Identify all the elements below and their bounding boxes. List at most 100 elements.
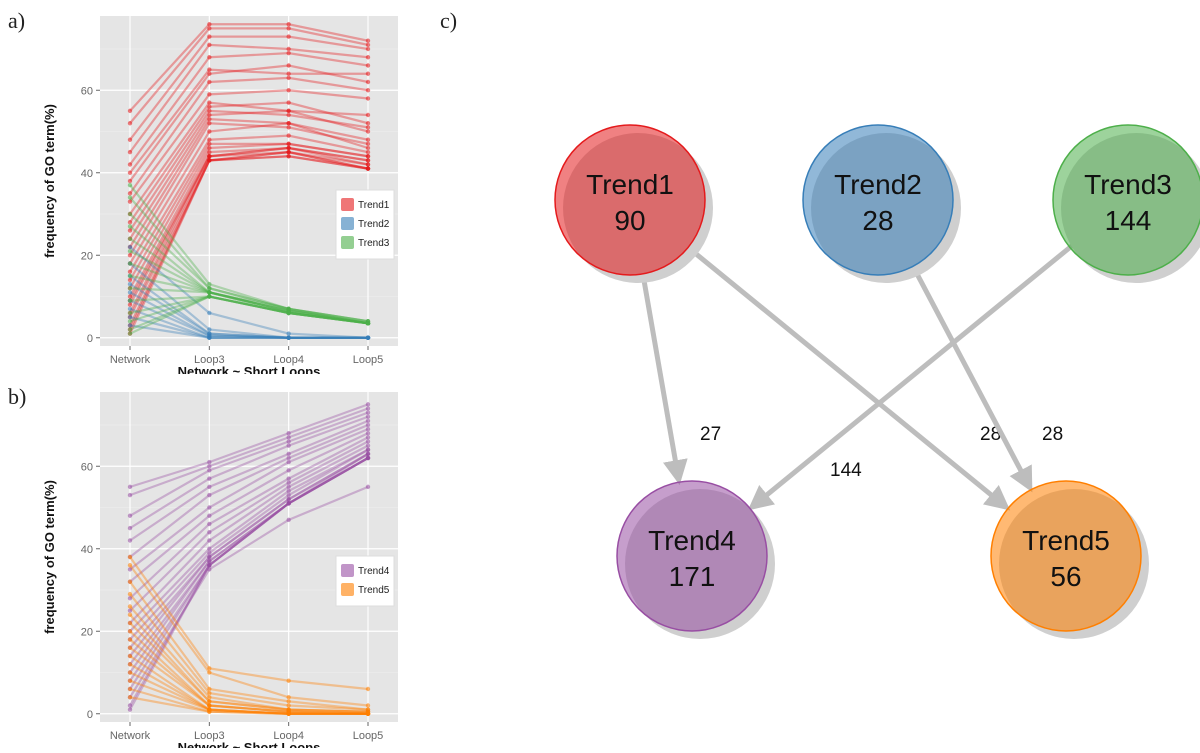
series-line-trend4: [129, 423, 369, 558]
network-diagram: 27 28 28 144 Trend1 90 Trend2 28 Trend3 144 Trend…: [520, 100, 1200, 640]
data-point-trend5: [127, 653, 133, 659]
data-point-trend1: [286, 108, 291, 114]
data-point-trend4: [207, 521, 212, 527]
x-tick-label: Loop3: [194, 354, 225, 366]
data-point-trend2: [127, 323, 133, 328]
data-point-trend5: [207, 703, 212, 708]
data-point-trend1: [286, 154, 291, 159]
data-point-trend1: [127, 220, 133, 225]
series-line-trend1: [129, 151, 369, 326]
node-name: Trend3: [1084, 169, 1172, 200]
series-line-trend4: [129, 411, 369, 517]
data-point-trend1: [365, 112, 371, 118]
data-point-trend1: [365, 55, 371, 60]
data-point-trend3: [286, 310, 291, 316]
series-line-trend5: [129, 646, 369, 715]
series-line-trend1: [129, 151, 369, 318]
data-point-trend5: [207, 695, 212, 700]
data-point-trend1: [286, 133, 291, 138]
data-point-trend5: [207, 666, 212, 671]
series-line-trend3: [129, 184, 369, 323]
edge-label: 27: [700, 424, 721, 445]
series-line-trend5: [129, 622, 369, 713]
data-point-trend4: [286, 431, 291, 436]
series-line-trend5: [129, 614, 369, 713]
plot-background: [100, 16, 398, 346]
data-point-trend4: [207, 554, 212, 560]
data-point-trend5: [207, 709, 212, 714]
data-point-trend5: [365, 703, 371, 708]
data-point-trend1: [207, 42, 212, 48]
series-line-trend4: [129, 457, 369, 707]
legend-label-trend2: Trend2: [358, 219, 390, 230]
y-tick-label: 0: [87, 709, 93, 721]
legend-swatch-trend2: [341, 217, 354, 230]
data-point-trend4: [207, 484, 212, 490]
series-line-trend4: [129, 457, 369, 682]
series-line-trend1: [129, 89, 369, 203]
data-point-trend1: [286, 63, 291, 68]
data-point-trend3: [207, 294, 212, 299]
data-point-trend4: [207, 476, 212, 481]
data-point-trend1: [286, 22, 291, 27]
series-line-trend1: [128, 155, 369, 335]
data-point-trend1: [207, 100, 212, 105]
data-point-trend1: [365, 88, 371, 93]
data-point-trend1: [207, 137, 212, 142]
series-line-trend2: [129, 274, 368, 339]
series-line-trend4: [129, 457, 369, 690]
data-point-trend5: [127, 612, 133, 617]
data-point-trend1: [286, 121, 291, 126]
edge-label: 28: [980, 424, 1001, 445]
data-point-trend1: [365, 145, 371, 151]
data-point-trend4: [207, 513, 212, 518]
panel-label-c: c): [440, 8, 458, 33]
data-point-trend1: [286, 50, 291, 56]
data-point-trend1: [127, 253, 133, 258]
legend-label-trend4: Trend4: [358, 566, 390, 577]
data-point-trend5: [127, 620, 133, 626]
series-line-trend5: [129, 696, 368, 715]
data-point-trend1: [286, 46, 291, 52]
edge-trend2-trend5: [907, 258, 1033, 493]
series-line-trend1: [129, 146, 369, 302]
node-count: 144: [1105, 205, 1152, 236]
data-point-trend1: [127, 191, 133, 196]
series-line-trend1: [129, 76, 369, 195]
data-point-trend2: [127, 314, 133, 320]
series-line-trend3: [129, 295, 369, 325]
data-point-trend3: [127, 224, 133, 229]
data-point-trend4: [207, 550, 212, 556]
series-line-trend4: [129, 452, 369, 657]
data-point-trend1: [286, 75, 291, 81]
data-point-trend1: [127, 199, 133, 204]
series-line-trend4: [129, 432, 369, 583]
series-line-trend4: [129, 457, 369, 674]
data-point-trend1: [127, 162, 133, 167]
data-point-trend4: [365, 414, 371, 419]
data-point-trend1: [207, 116, 212, 122]
data-point-trend1: [365, 125, 371, 130]
data-point-trend3: [127, 298, 133, 303]
node-count: 28: [862, 205, 893, 236]
data-point-trend1: [207, 158, 212, 163]
data-point-trend4: [127, 703, 133, 708]
data-point-trend5: [127, 662, 133, 667]
series-line-trend1: [129, 146, 369, 298]
series-line-trend5: [129, 655, 368, 715]
series-line-trend4: [129, 403, 369, 488]
series-line-trend5: [129, 671, 368, 715]
data-point-trend3: [127, 310, 133, 316]
series-line-trend4: [129, 407, 369, 497]
network-diagram-svg: 27 28 28 144 Trend1 90 Trend2 28 Trend3 144 Trend…: [554, 124, 1200, 639]
data-point-trend1: [207, 141, 212, 147]
x-tick-label: Network: [110, 730, 151, 742]
series-line-trend3: [129, 295, 369, 325]
data-point-trend4: [207, 546, 212, 551]
data-point-trend4: [286, 451, 291, 457]
data-point-trend4: [365, 435, 371, 440]
data-point-trend1: [365, 46, 371, 52]
series-line-trend1: [129, 27, 369, 124]
series-line-trend2: [129, 299, 368, 339]
x-tick-label: Loop4: [273, 354, 304, 366]
